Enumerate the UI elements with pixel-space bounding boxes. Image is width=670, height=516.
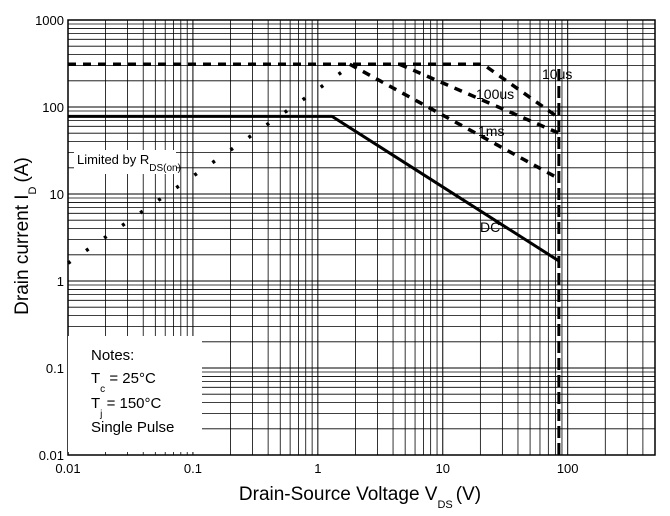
x-tick-label: 100 — [557, 461, 579, 476]
series-line-1ms — [348, 62, 560, 181]
y-axis-title-sub: D — [27, 186, 39, 194]
notes-title: Notes: — [91, 347, 134, 364]
notes-box — [68, 336, 202, 452]
series-label-100us: 100us — [476, 86, 514, 102]
series-label-1ms: 1ms — [478, 123, 504, 139]
y-tick-label: 0.01 — [39, 448, 64, 463]
tick-labels: 0.01 0.1 1 10 100 0.01 0.1 1 10 100 1000 — [35, 13, 578, 476]
y-tick-label: 10 — [50, 187, 64, 202]
notes-line-tj: Tj = 150°C — [91, 395, 162, 420]
rds-limit-label-main: Limited by R — [77, 152, 149, 167]
x-tick-label: 0.01 — [55, 461, 80, 476]
x-tick-label: 1 — [314, 461, 321, 476]
y-axis-title-main: Drain current I — [12, 194, 33, 314]
x-tick-label: 10 — [436, 461, 450, 476]
series-label-dc: DC — [480, 219, 500, 235]
x-axis-title: Drain-Source Voltage VDS (V) — [239, 484, 481, 511]
notes-line-pulse: Single Pulse — [91, 419, 174, 436]
y-tick-label: 0.1 — [46, 361, 64, 376]
grid-lines — [67, 20, 656, 456]
notes-line-tc: Tc = 25°C — [91, 370, 156, 395]
y-axis-title: Drain current ID (A) — [12, 157, 39, 315]
x-axis-title-unit: (V) — [456, 484, 481, 505]
series-line-dc — [68, 114, 560, 263]
y-axis-title-unit: (A) — [12, 157, 33, 182]
series-label-10us: 10us — [542, 66, 572, 82]
x-axis-title-sub: DS — [437, 499, 452, 511]
x-axis-title-main: Drain-Source Voltage V — [239, 484, 438, 505]
rds-limit-label: Limited by RDS(on) — [77, 152, 181, 174]
y-tick-label: 1000 — [35, 13, 64, 28]
y-tick-label: 1 — [57, 274, 64, 289]
series-group — [66, 62, 561, 455]
rds-limit-label-sub: DS(on) — [149, 163, 181, 174]
series-line-10us — [68, 62, 560, 120]
x-tick-label: 0.1 — [184, 461, 202, 476]
rds-label-bg — [74, 150, 176, 174]
plot-frame — [67, 19, 656, 456]
y-tick-label: 100 — [42, 100, 64, 115]
